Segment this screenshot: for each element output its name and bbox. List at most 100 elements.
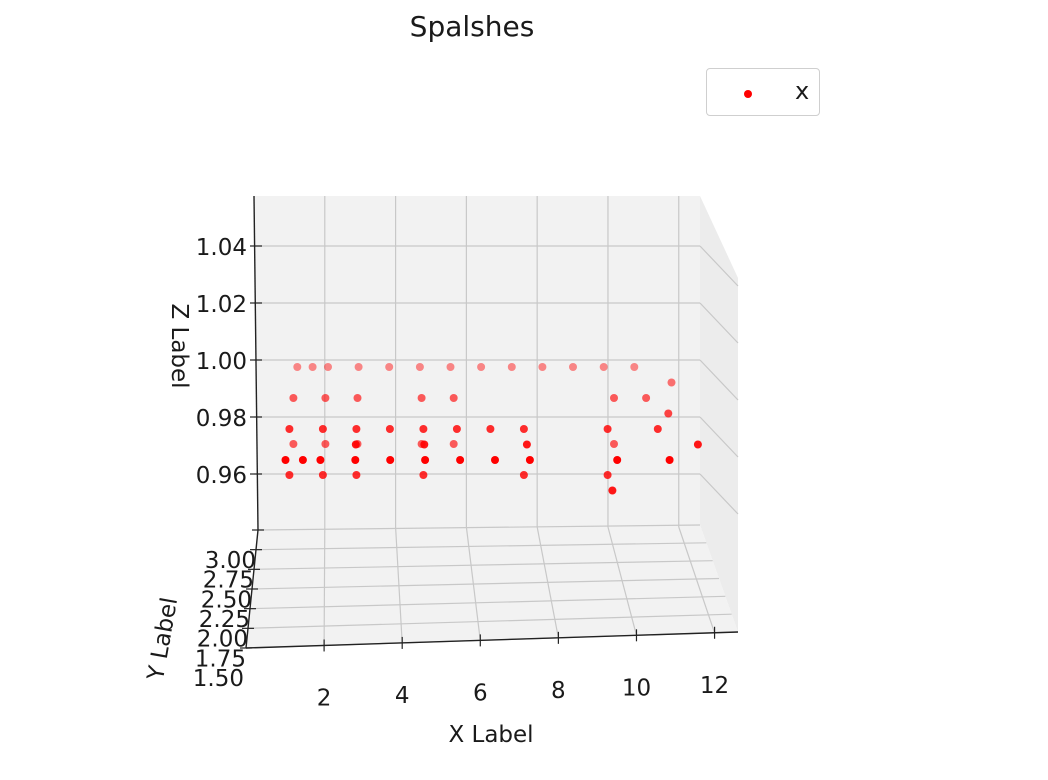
data-point <box>491 456 499 464</box>
y-tick-label: 2.25 <box>199 607 250 633</box>
x-tick-label: 6 <box>473 680 488 706</box>
z-tick-label: 1.04 <box>196 235 247 261</box>
data-point <box>452 425 461 433</box>
data-point <box>456 456 465 464</box>
y-tick-label: 1.75 <box>195 646 246 672</box>
z-side-grid-line <box>699 416 739 458</box>
data-point <box>321 440 330 448</box>
z-tick-label: 0.96 <box>196 463 247 489</box>
z-side-grid-line <box>699 302 739 344</box>
y-grid-line <box>249 595 726 610</box>
data-point <box>610 394 618 402</box>
z-tick-label: 1.00 <box>196 349 247 375</box>
data-point <box>318 425 327 433</box>
x-tick-label: 4 <box>395 683 410 709</box>
y-tick-label: 3.00 <box>205 548 256 574</box>
data-point <box>308 363 317 371</box>
data-point <box>281 456 290 464</box>
data-point <box>285 425 294 433</box>
data-point <box>664 409 673 418</box>
data-point <box>298 456 307 464</box>
y-tick-label: 2.00 <box>197 627 248 653</box>
data-point <box>603 471 612 479</box>
z-axis-label: Z Label <box>166 303 192 388</box>
z-side-grid-line <box>699 473 739 515</box>
data-points <box>281 363 702 495</box>
data-point <box>420 440 429 449</box>
data-point <box>477 363 486 371</box>
legend-label: x <box>795 77 810 105</box>
data-point <box>352 471 361 479</box>
data-point <box>415 363 424 371</box>
z-tick-label: 1.02 <box>196 292 247 318</box>
data-point <box>613 456 622 464</box>
data-point <box>352 425 361 433</box>
y-grid-line <box>251 577 720 590</box>
x-tick-label: 12 <box>700 673 729 699</box>
y-grid-line <box>247 613 732 629</box>
data-point <box>642 394 651 402</box>
data-point <box>449 394 458 402</box>
data-point <box>289 440 298 448</box>
z-side-grid-line <box>699 245 739 287</box>
data-point <box>321 394 330 402</box>
y-grid-line <box>255 542 707 551</box>
data-point <box>525 456 534 464</box>
data-point <box>318 471 327 479</box>
data-point <box>419 471 428 479</box>
data-point <box>569 363 577 371</box>
data-point <box>289 394 298 402</box>
data-point <box>351 456 360 464</box>
chart-title: Spalshes <box>409 10 535 43</box>
data-point <box>419 425 428 433</box>
data-point <box>417 394 426 402</box>
data-point <box>316 456 325 464</box>
data-point <box>608 486 617 495</box>
y-tick-label: 1.50 <box>193 666 244 692</box>
data-point <box>653 425 662 433</box>
data-point <box>522 440 531 449</box>
z-tick-label: 0.98 <box>196 406 247 432</box>
y-axis-label: Y Label <box>143 595 183 683</box>
axis-labels: 0.96 0.98 1.00 1.02 1.04 2 4 6 8 10 12 1.501.752.00… <box>143 235 729 748</box>
back-pane <box>254 196 700 530</box>
y-tick-label: 2.75 <box>203 568 254 594</box>
data-point <box>599 363 608 371</box>
data-point <box>665 456 674 464</box>
data-point <box>693 440 702 449</box>
legend: x <box>706 68 820 116</box>
data-point <box>421 456 430 464</box>
data-point <box>610 440 618 448</box>
x-tick-label: 10 <box>622 675 651 701</box>
data-point <box>386 456 395 464</box>
data-point <box>519 471 528 479</box>
z-side-grid-line <box>699 359 739 401</box>
data-point <box>630 363 639 371</box>
side-pane <box>700 196 738 632</box>
data-point <box>285 471 294 479</box>
data-point <box>486 425 495 433</box>
data-point <box>353 394 362 402</box>
data-point <box>603 425 612 433</box>
data-point <box>293 363 302 371</box>
legend-marker <box>744 90 752 98</box>
x-axis-line <box>245 631 739 649</box>
y-grid-line <box>253 560 713 570</box>
x-floor-grid-line <box>323 526 326 646</box>
x-axis-label: X Label <box>448 722 533 748</box>
y-grid-line <box>257 524 701 531</box>
data-point <box>449 440 458 448</box>
data-point <box>354 363 363 371</box>
data-point <box>667 378 676 387</box>
data-point <box>519 425 528 433</box>
data-point <box>507 363 516 371</box>
data-point <box>385 363 394 371</box>
data-point <box>385 425 394 433</box>
data-point <box>351 440 360 449</box>
data-point <box>324 363 332 371</box>
data-point <box>538 363 547 371</box>
x-tick-label: 8 <box>551 678 566 704</box>
x-tick-label: 2 <box>317 685 332 711</box>
y-tick-label: 2.50 <box>201 587 252 613</box>
